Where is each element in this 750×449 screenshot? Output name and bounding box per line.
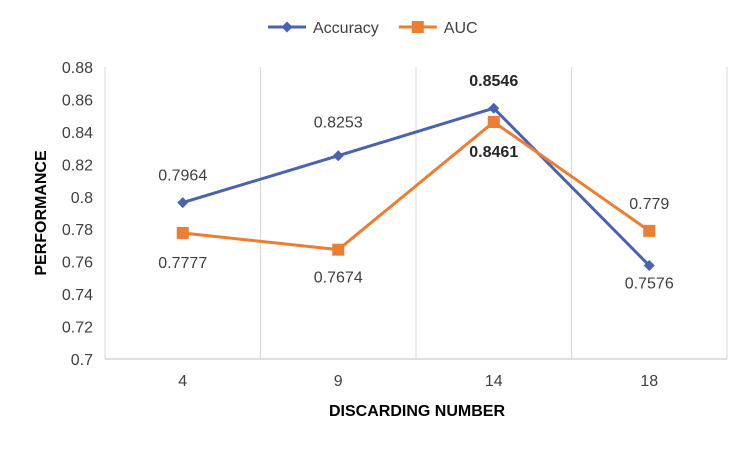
y-tick-label: 0.72 bbox=[62, 320, 93, 337]
data-label: 0.7576 bbox=[625, 276, 674, 293]
y-tick-label: 0.74 bbox=[62, 287, 93, 304]
legend-marker bbox=[411, 21, 424, 33]
data-point bbox=[332, 150, 344, 162]
legend-marker bbox=[281, 21, 293, 33]
data-label: 0.8253 bbox=[314, 115, 363, 132]
y-axis-ticks: 0.7 0.72 0.74 0.76 0.78 0.8 0.82 0.84 0.86 0.88 bbox=[62, 60, 93, 369]
legend: Accuracy AUC bbox=[268, 20, 478, 37]
data-point bbox=[176, 226, 189, 239]
y-axis-title: PERFORMANCE bbox=[33, 150, 50, 276]
series-line bbox=[182, 106, 651, 267]
series-layer bbox=[176, 102, 656, 272]
data-label: 0.8461 bbox=[469, 144, 518, 161]
x-tick-label: 18 bbox=[640, 373, 658, 390]
data-point bbox=[643, 260, 655, 272]
data-label: 0.7777 bbox=[158, 255, 207, 272]
x-tick-label: 14 bbox=[485, 373, 503, 390]
data-label: 0.7674 bbox=[314, 270, 363, 287]
series-accuracy bbox=[177, 102, 655, 272]
y-tick-label: 0.82 bbox=[62, 157, 93, 174]
x-tick-label: 9 bbox=[334, 373, 343, 390]
grid bbox=[104, 67, 728, 360]
data-point bbox=[488, 102, 500, 114]
x-axis-ticks: 4 9 14 18 bbox=[178, 373, 658, 390]
data-label: 0.7964 bbox=[158, 168, 207, 185]
y-tick-label: 0.76 bbox=[62, 255, 93, 272]
x-tick-label: 4 bbox=[178, 373, 187, 390]
y-tick-label: 0.7 bbox=[71, 352, 93, 369]
data-label: 0.779 bbox=[629, 196, 669, 213]
y-tick-label: 0.86 bbox=[62, 92, 93, 109]
y-tick-label: 0.8 bbox=[71, 190, 93, 207]
legend-item-accuracy: Accuracy bbox=[268, 20, 379, 37]
legend-label: AUC bbox=[444, 20, 478, 37]
data-label: 0.8546 bbox=[469, 73, 518, 90]
data-labels: 0.7964 0.8253 0.8546 0.7576 0.7777 0.7674 0.84… bbox=[158, 73, 674, 292]
legend-label: Accuracy bbox=[313, 20, 379, 37]
data-point bbox=[177, 197, 189, 209]
data-point bbox=[332, 243, 345, 256]
series-auc bbox=[176, 115, 656, 256]
data-point bbox=[643, 224, 656, 237]
data-point bbox=[487, 115, 500, 128]
y-tick-label: 0.84 bbox=[62, 125, 93, 142]
legend-item-auc: AUC bbox=[398, 20, 478, 37]
y-tick-label: 0.78 bbox=[62, 222, 93, 239]
y-tick-label: 0.88 bbox=[62, 60, 93, 77]
series-line bbox=[182, 120, 651, 252]
x-axis-title: DISCARDING NUMBER bbox=[329, 403, 505, 420]
